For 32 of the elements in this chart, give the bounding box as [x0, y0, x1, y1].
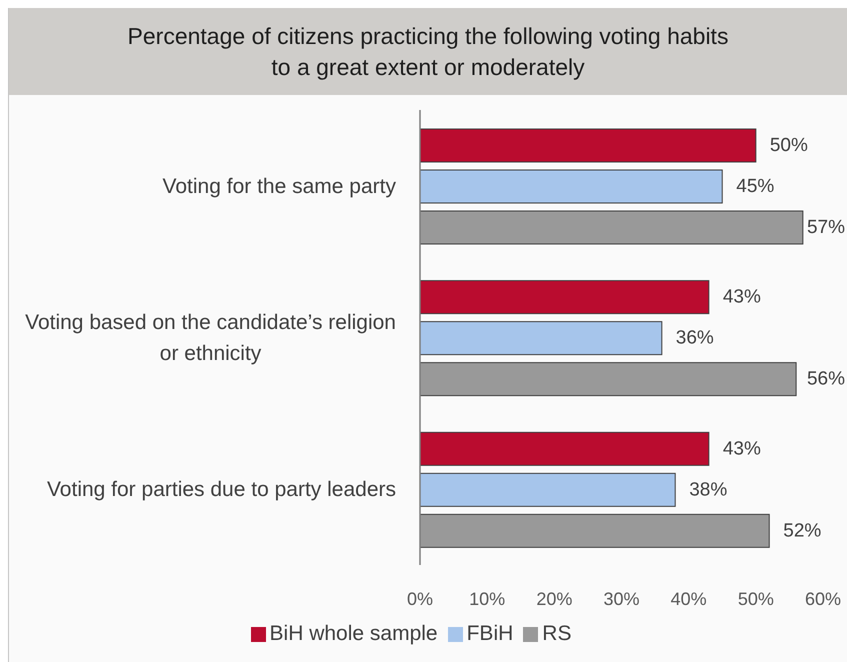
- y-tick-label: Voting based on the candidate’s religion or ethnicity: [25, 310, 396, 364]
- x-tick-label: 30%: [603, 588, 640, 609]
- chart-title: Percentage of citizens practicing the following voting habits to a great extent or moderately: [126, 22, 730, 82]
- x-tick-label: 60%: [804, 588, 842, 609]
- bar: [420, 362, 797, 396]
- bar: [420, 472, 676, 507]
- x-tick-label: 40%: [670, 588, 707, 609]
- legend-label: BiH whole sample: [270, 622, 438, 645]
- y-tick-label: Voting for parties due to party leaders: [46, 478, 396, 501]
- data-label: 52%: [783, 520, 822, 542]
- data-label: 56%: [806, 368, 846, 390]
- legend-label: RS: [542, 622, 572, 645]
- bar: [420, 432, 710, 466]
- data-label: 45%: [736, 176, 774, 197]
- x-tick-label: 10%: [469, 588, 506, 609]
- data-label: 50%: [770, 135, 808, 156]
- bar: [420, 280, 710, 314]
- bar: [420, 210, 804, 244]
- data-label: 43%: [722, 438, 761, 460]
- x-tick-label: 20%: [536, 588, 572, 609]
- x-tick-label: 50%: [738, 588, 774, 609]
- y-tick-label: Voting for the same party: [162, 174, 396, 198]
- data-label: 36%: [676, 328, 714, 349]
- bar: [420, 128, 756, 162]
- bar: [420, 514, 770, 548]
- x-tick-label: 0%: [406, 588, 434, 609]
- data-label: 57%: [806, 217, 846, 238]
- bar: [420, 321, 662, 356]
- data-label: 43%: [722, 286, 761, 308]
- bar: [420, 170, 723, 204]
- legend-label: FBiH: [466, 622, 514, 645]
- data-label: 38%: [689, 479, 728, 500]
